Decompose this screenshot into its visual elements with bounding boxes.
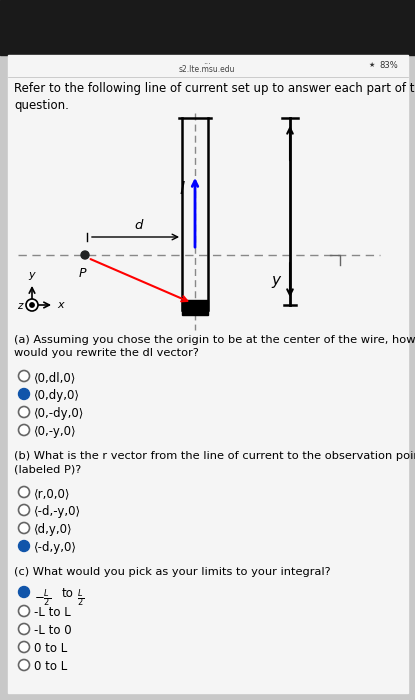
Text: (c) What would you pick as your limits to your integral?: (c) What would you pick as your limits t… bbox=[14, 567, 331, 577]
Text: (a) Assuming you chose the origin to be at the center of the wire, how
would you: (a) Assuming you chose the origin to be … bbox=[14, 335, 415, 358]
Text: $\frac{L}{2}$: $\frac{L}{2}$ bbox=[77, 587, 84, 609]
Circle shape bbox=[81, 251, 89, 259]
Text: z: z bbox=[17, 301, 23, 311]
Circle shape bbox=[19, 424, 29, 435]
Text: ...: ... bbox=[203, 57, 211, 66]
Text: Refer to the following line of current set up to answer each part of this
questi: Refer to the following line of current s… bbox=[14, 82, 415, 112]
Circle shape bbox=[19, 389, 29, 400]
Circle shape bbox=[19, 540, 29, 552]
Circle shape bbox=[19, 606, 29, 617]
Text: to: to bbox=[62, 587, 74, 600]
Circle shape bbox=[19, 486, 29, 498]
Text: 0 to L: 0 to L bbox=[34, 642, 67, 655]
Text: y: y bbox=[271, 273, 281, 288]
Text: -L to L: -L to L bbox=[34, 606, 71, 619]
Text: -L to 0: -L to 0 bbox=[34, 624, 72, 637]
Text: ⟨0,dl,0⟩: ⟨0,dl,0⟩ bbox=[34, 371, 76, 384]
Circle shape bbox=[19, 522, 29, 533]
Text: x: x bbox=[57, 300, 63, 310]
Circle shape bbox=[19, 659, 29, 671]
Bar bbox=[182, 300, 208, 315]
Text: ⟨-d,y,0⟩: ⟨-d,y,0⟩ bbox=[34, 541, 77, 554]
Text: y: y bbox=[29, 270, 35, 280]
Circle shape bbox=[19, 624, 29, 634]
Text: 0 to L: 0 to L bbox=[34, 660, 67, 673]
Text: (b) What is the r vector from the line of current to the observation point
(labe: (b) What is the r vector from the line o… bbox=[14, 451, 415, 474]
Circle shape bbox=[19, 370, 29, 382]
Bar bbox=[0, 0, 415, 55]
Text: ⟨0,-y,0⟩: ⟨0,-y,0⟩ bbox=[34, 425, 77, 438]
Circle shape bbox=[19, 407, 29, 417]
Text: ⟨0,-dy,0⟩: ⟨0,-dy,0⟩ bbox=[34, 407, 84, 420]
Text: ⟨d,y,0⟩: ⟨d,y,0⟩ bbox=[34, 523, 73, 536]
Text: ⟨0,dy,0⟩: ⟨0,dy,0⟩ bbox=[34, 389, 80, 402]
Text: d: d bbox=[134, 219, 143, 232]
Text: ★: ★ bbox=[369, 62, 375, 68]
Text: s2.lte.msu.edu: s2.lte.msu.edu bbox=[179, 66, 235, 74]
Text: $-\frac{L}{2}$: $-\frac{L}{2}$ bbox=[34, 587, 51, 609]
Text: P: P bbox=[78, 267, 86, 280]
Circle shape bbox=[19, 641, 29, 652]
Circle shape bbox=[19, 505, 29, 515]
Text: 83%: 83% bbox=[379, 60, 398, 69]
Circle shape bbox=[26, 299, 38, 311]
Text: ⟨-d,-y,0⟩: ⟨-d,-y,0⟩ bbox=[34, 505, 81, 518]
Text: ⟨r,0,0⟩: ⟨r,0,0⟩ bbox=[34, 487, 71, 500]
Text: I: I bbox=[180, 180, 185, 198]
Circle shape bbox=[30, 303, 34, 307]
Circle shape bbox=[19, 587, 29, 598]
